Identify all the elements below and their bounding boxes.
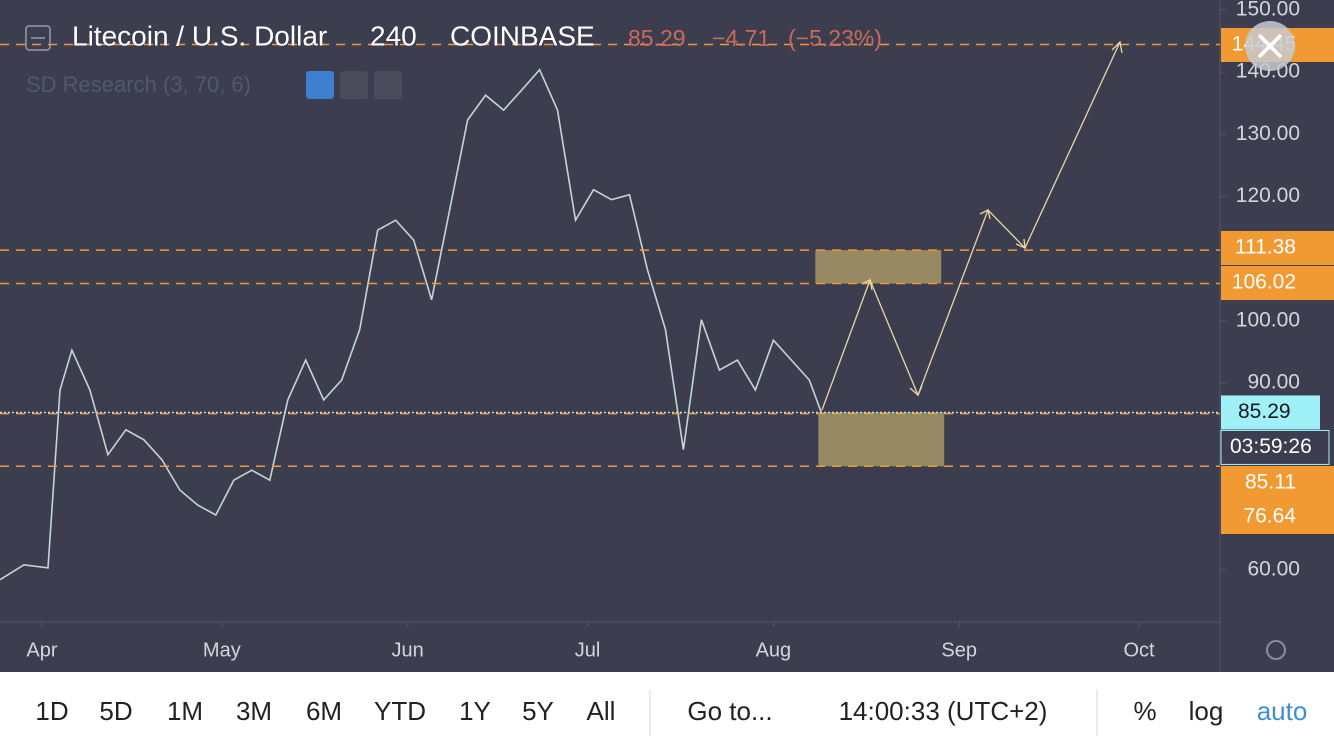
level-label-bg (1221, 266, 1334, 300)
range-button[interactable]: YTD (374, 696, 426, 726)
x-tick-label: Apr (26, 639, 57, 661)
scale-option[interactable]: % (1133, 696, 1156, 726)
x-tick-label: May (203, 639, 241, 661)
x-tick-label: Sep (941, 639, 977, 661)
projection-path (821, 41, 1121, 411)
change-pct: (−5.23%) (788, 25, 882, 51)
settings-icon[interactable] (340, 71, 368, 99)
level-label: 111.38 (1235, 236, 1296, 259)
range-button[interactable]: All (587, 696, 616, 726)
arrowhead (909, 385, 923, 397)
range-button[interactable]: 1M (167, 696, 203, 726)
countdown: 03:59:26 (1230, 435, 1312, 458)
arrowhead (1111, 40, 1123, 54)
settings-gear[interactable] (1266, 640, 1286, 660)
x-tick-label: Oct (1124, 639, 1156, 661)
range-button[interactable]: 1D (35, 696, 68, 726)
x-tick-label: Aug (756, 639, 792, 661)
toolbar-bg (0, 672, 1334, 750)
y-tick-label: 100.00 (1236, 308, 1300, 331)
last-price-bg (1221, 395, 1320, 430)
range-button[interactable]: 6M (306, 696, 342, 726)
goto-button[interactable]: Go to... (687, 696, 772, 726)
range-button[interactable]: 5D (99, 696, 132, 726)
countdown-bg (1220, 429, 1330, 465)
change: −4.71 (712, 25, 770, 51)
visibility-icon[interactable] (306, 71, 334, 99)
indicator: SD Research (3, 70, 6) (26, 72, 251, 97)
range-button[interactable]: 5Y (522, 696, 554, 726)
symbol: Litecoin / U.S. Dollar (72, 20, 327, 51)
level-label-bg (1221, 500, 1334, 534)
level-label: 76.64 (1243, 505, 1296, 528)
level-label: 85.11 (1245, 471, 1296, 494)
y-tick-label: 150.00 (1236, 0, 1300, 20)
x-tick-label: Jul (575, 639, 601, 661)
y-tick-label: 130.00 (1236, 122, 1300, 145)
zone (815, 250, 942, 284)
zone (818, 412, 945, 467)
y-tick-label: 90.00 (1247, 371, 1300, 394)
drawing-arrows (821, 40, 1123, 411)
arrowhead (979, 209, 991, 220)
y-tick-label: 120.00 (1236, 184, 1300, 207)
arrowhead (861, 279, 873, 291)
plot (0, 43, 1220, 581)
arrowhead (1015, 238, 1026, 250)
x-tick-label: Jun (392, 639, 424, 661)
last-price: 85.29 (628, 25, 686, 51)
clock: 14:00:33 (UTC+2) (839, 696, 1048, 726)
exchange: COINBASE (450, 20, 595, 51)
level-label: 106.02 (1232, 271, 1296, 294)
level-label-bg (1221, 231, 1334, 265)
interval: 240 (370, 20, 417, 51)
level-label-bg (1221, 466, 1334, 500)
range-button[interactable]: 1Y (459, 696, 491, 726)
last-price-label: 85.29 (1238, 400, 1291, 423)
close-icon (1257, 33, 1283, 59)
scale-option[interactable]: log (1189, 696, 1224, 726)
collapse-icon[interactable] (25, 25, 51, 51)
price-line (0, 68, 823, 581)
y-tick-label: 60.00 (1247, 557, 1300, 580)
scale-option[interactable]: auto (1257, 696, 1308, 726)
range-button[interactable]: 3M (236, 696, 272, 726)
remove-icon[interactable] (374, 71, 402, 99)
